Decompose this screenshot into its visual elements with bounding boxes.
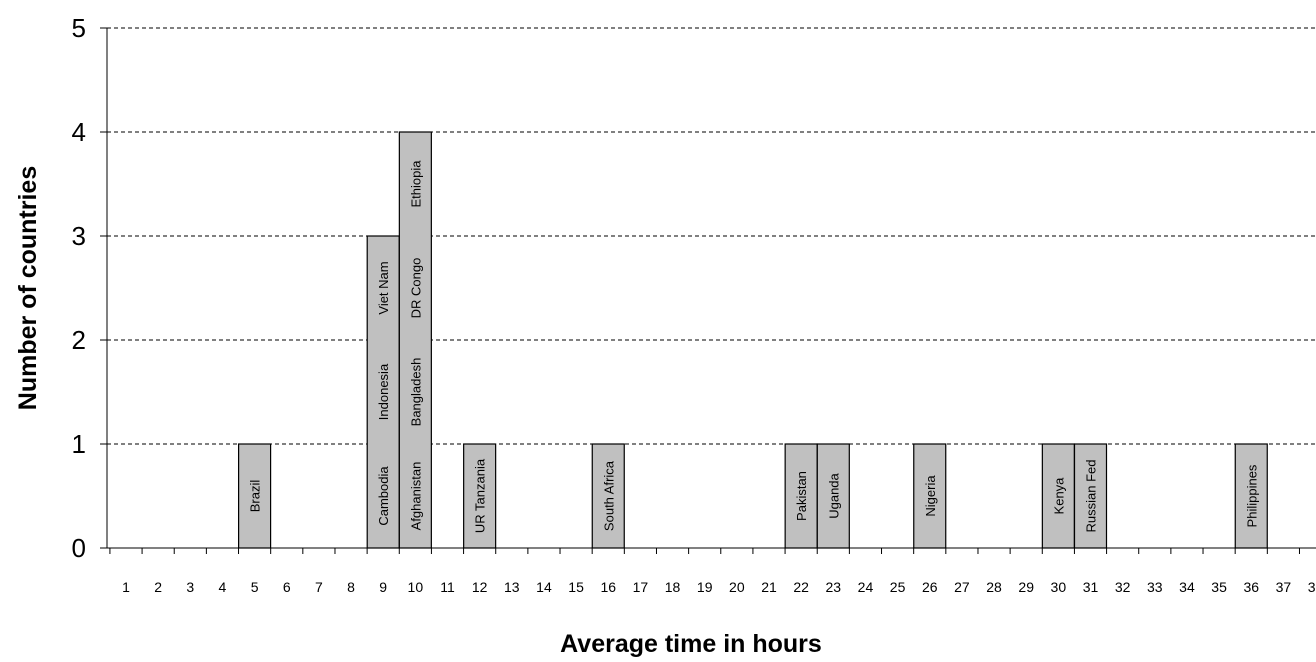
- x-tick-label: 17: [633, 579, 649, 595]
- bar-22: [784, 443, 818, 549]
- x-tick-label: 7: [315, 579, 323, 595]
- y-tick-label: 1: [72, 429, 86, 459]
- x-tick-label: 12: [472, 579, 488, 595]
- x-tick-label: 33: [1147, 579, 1163, 595]
- bar-36: [1234, 443, 1268, 549]
- x-tick-label: 24: [858, 579, 874, 595]
- bar-country-label: Bangladesh: [408, 358, 423, 427]
- bar-30: [1041, 443, 1075, 549]
- x-tick-label: 23: [826, 579, 842, 595]
- x-tick-label: 28: [986, 579, 1002, 595]
- bar-country-label: Russian Fed: [1084, 460, 1099, 533]
- x-tick-label: 5: [251, 579, 259, 595]
- x-tick-label: 10: [408, 579, 424, 595]
- x-tick-label: 21: [761, 579, 777, 595]
- bar-country-label: Kenya: [1051, 477, 1066, 515]
- x-tick-label: 26: [922, 579, 938, 595]
- bar-country-label: Afghanistan: [408, 462, 423, 531]
- x-tick-label: 25: [890, 579, 906, 595]
- bar-country-label: Pakistan: [794, 471, 809, 521]
- x-tick-label: 3: [186, 579, 194, 595]
- axes: [100, 27, 1316, 554]
- x-tick-label: 8: [347, 579, 355, 595]
- x-tick-label: 34: [1179, 579, 1195, 595]
- y-tick-label: 0: [72, 533, 86, 563]
- y-tick-label: 2: [72, 325, 86, 355]
- x-tick-label: 11: [440, 579, 455, 595]
- bar-12: [463, 443, 497, 549]
- bars: Brazil Cambodia Indonesia Viet Nam Afghanist…: [238, 131, 1268, 549]
- x-tick-label: 14: [536, 579, 552, 595]
- x-axis-title: Average time in hours: [560, 630, 822, 658]
- bar-country-label: Uganda: [826, 472, 841, 518]
- x-tick-label: 29: [1018, 579, 1034, 595]
- bar-23: [816, 443, 850, 549]
- bar-26: [913, 443, 947, 549]
- x-tick-label: 31: [1083, 579, 1099, 595]
- x-tick-label: 2: [154, 579, 162, 595]
- bar-country-label: Philippines: [1244, 464, 1259, 527]
- x-tick-label: 4: [219, 579, 227, 595]
- x-tick-label: 30: [1051, 579, 1067, 595]
- bar-country-label: Brazil: [248, 480, 263, 513]
- x-tick-label: 9: [379, 579, 387, 595]
- bar-country-label: UR Tanzania: [473, 458, 488, 533]
- x-tick-label: 27: [954, 579, 970, 595]
- y-axis-title: Number of countries: [14, 166, 42, 410]
- x-tick-label: 22: [793, 579, 809, 595]
- bar-country-label: Indonesia: [376, 363, 391, 420]
- y-tick-label: 4: [72, 117, 86, 147]
- x-tick-label: 20: [729, 579, 745, 595]
- y-tick-label: 5: [72, 13, 86, 43]
- x-tick-label: 36: [1243, 579, 1259, 595]
- bar-country-label: Ethiopia: [408, 160, 423, 208]
- bar-10: [398, 131, 432, 549]
- bar-country-label: Cambodia: [376, 466, 391, 526]
- bar-country-label: Nigeria: [923, 475, 938, 517]
- x-tick-label: 15: [568, 579, 584, 595]
- x-tick-label: 38: [1308, 579, 1316, 595]
- bar-country-label: DR Congo: [408, 258, 423, 319]
- x-tick-label: 6: [283, 579, 291, 595]
- x-tick-label: 35: [1211, 579, 1227, 595]
- bar-5: [238, 443, 272, 549]
- x-tick-label: 13: [504, 579, 520, 595]
- x-tick-label: 37: [1276, 579, 1292, 595]
- x-tick-label: 1: [122, 579, 130, 595]
- gridlines: [107, 27, 1316, 445]
- bar-country-label: Viet Nam: [376, 261, 391, 314]
- x-tick-label: 19: [697, 579, 713, 595]
- x-tick-label: 16: [600, 579, 616, 595]
- x-tick-label: 32: [1115, 579, 1131, 595]
- y-tick-label: 3: [72, 221, 86, 251]
- bar-country-label: South Africa: [601, 460, 616, 531]
- x-tick-label: 18: [665, 579, 681, 595]
